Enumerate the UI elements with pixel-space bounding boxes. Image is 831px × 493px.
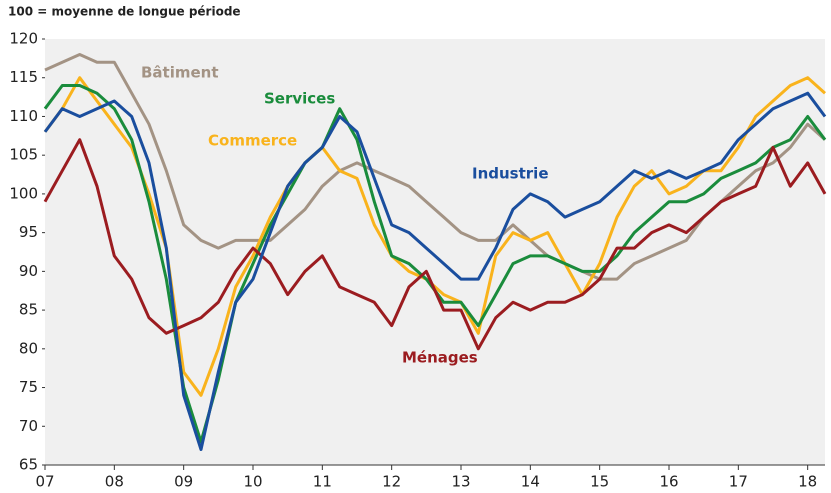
y-tick-label: 95 xyxy=(19,223,38,241)
y-tick-label: 105 xyxy=(9,146,38,164)
y-tick-label: 80 xyxy=(19,339,38,357)
x-tick-label: 07 xyxy=(35,473,54,491)
chart-subtitle: 100 = moyenne de longue période xyxy=(8,5,241,19)
x-tick-label: 10 xyxy=(243,473,262,491)
plot-area xyxy=(45,39,825,465)
series-label: Ménages xyxy=(402,349,478,367)
y-tick-label: 115 xyxy=(9,68,38,86)
y-tick-label: 85 xyxy=(19,301,38,319)
y-tick-label: 90 xyxy=(19,262,38,280)
x-tick-label: 18 xyxy=(798,473,817,491)
y-tick-label: 75 xyxy=(19,378,38,396)
x-tick-label: 16 xyxy=(659,473,678,491)
y-tick-label: 70 xyxy=(19,417,38,435)
x-tick-label: 08 xyxy=(105,473,124,491)
y-tick-label: 100 xyxy=(9,184,38,202)
series-label: Industrie xyxy=(472,165,549,183)
x-tick-label: 14 xyxy=(521,473,540,491)
x-tick-label: 09 xyxy=(174,473,193,491)
series-label: Commerce xyxy=(208,132,297,150)
series-line xyxy=(43,91,827,451)
x-tick-label: 15 xyxy=(590,473,609,491)
x-tick-label: 13 xyxy=(451,473,470,491)
y-tick-label: 110 xyxy=(9,107,38,125)
series-label: Services xyxy=(264,90,335,108)
y-tick-label: 65 xyxy=(19,456,38,474)
x-tick-label: 17 xyxy=(729,473,748,491)
x-tick-label: 12 xyxy=(382,473,401,491)
y-tick-label: 120 xyxy=(9,30,38,48)
series-label: Bâtiment xyxy=(141,64,219,82)
x-tick-label: 11 xyxy=(313,473,332,491)
series-line xyxy=(44,53,827,281)
